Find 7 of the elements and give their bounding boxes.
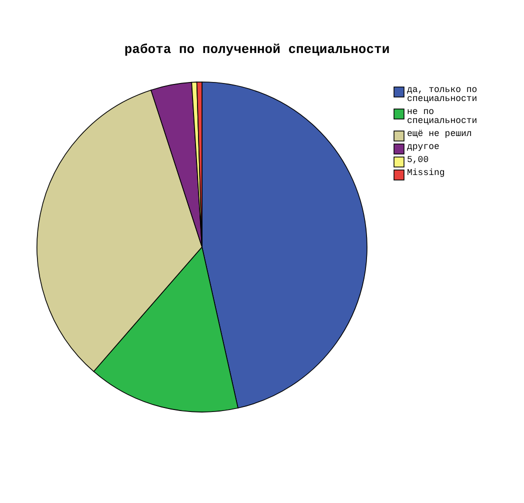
legend-label: другое [407, 142, 440, 152]
legend-label: не по специальности [407, 107, 478, 126]
legend-label: да, только по специальности [407, 85, 478, 104]
legend-label: 5,00 [407, 155, 429, 165]
chart-title: работа по полученной специальности [124, 42, 390, 57]
legend-label: Missing [407, 168, 445, 178]
legend-label: ещё не решил [407, 129, 472, 139]
